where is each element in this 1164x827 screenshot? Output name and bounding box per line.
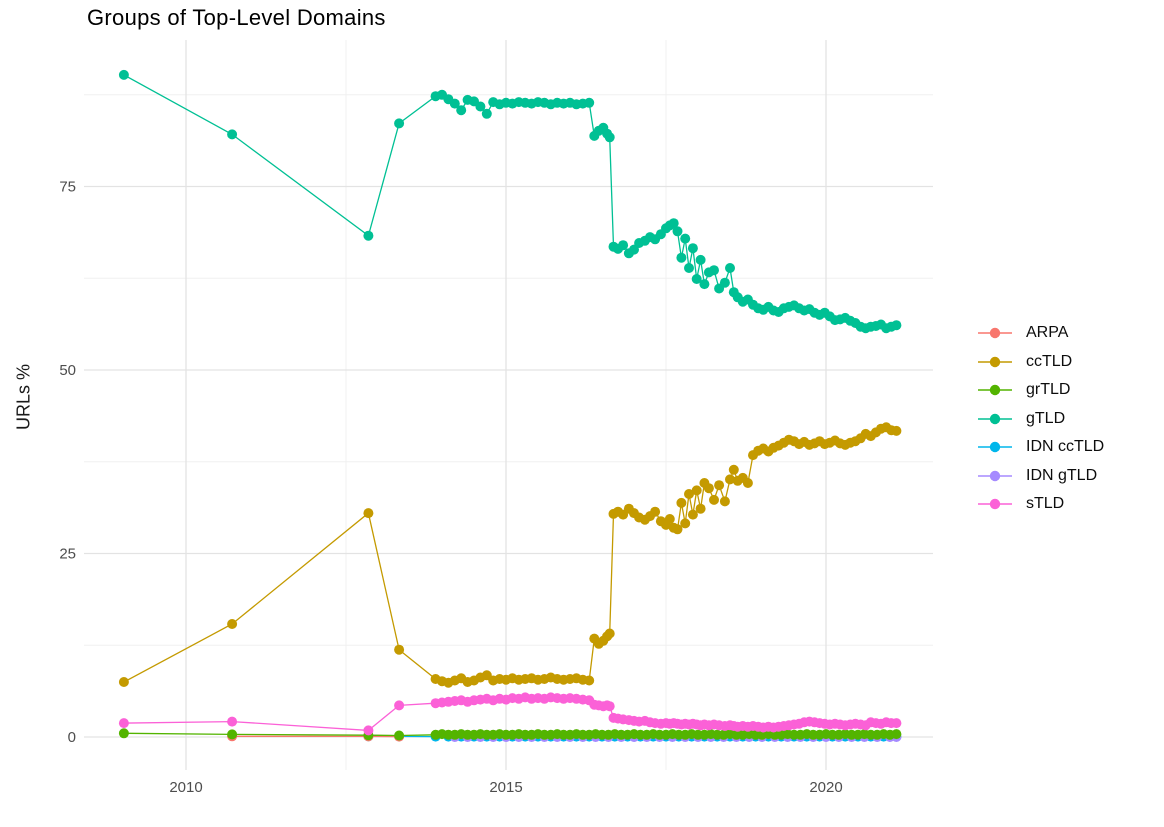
x-tick-label: 2020	[809, 779, 842, 796]
data-point-cctld	[227, 619, 238, 629]
data-point-stld	[227, 716, 238, 727]
data-point-gtld	[687, 243, 698, 254]
legend-item-idn-gtld: IDN gTLD	[977, 462, 1104, 491]
data-point-gtld	[719, 277, 730, 288]
y-tick-label: 0	[68, 729, 76, 746]
legend-item-arpa: ARPA	[977, 319, 1104, 348]
data-point-gtld	[118, 69, 129, 80]
data-point-cctld	[118, 677, 129, 687]
data-point-gtld	[891, 320, 902, 331]
data-point-cctld	[672, 524, 683, 535]
data-point-gtld	[684, 263, 694, 273]
data-point-gtld	[691, 274, 702, 284]
legend-item-grtld: grTLD	[977, 376, 1104, 405]
y-tick-label: 25	[59, 546, 76, 563]
data-point-gtld	[604, 132, 615, 143]
data-point-cctld	[684, 489, 694, 499]
legend-key-icon	[978, 356, 1012, 367]
data-point-cctld	[709, 494, 719, 505]
data-point-cctld	[742, 478, 753, 488]
data-point-gtld	[618, 240, 629, 251]
chart-title: Groups of Top-Level Domains	[87, 5, 386, 30]
legend-label: ARPA	[1026, 324, 1069, 342]
data-point-cctld	[363, 508, 374, 519]
data-point-cctld	[695, 503, 706, 514]
data-point-gtld	[695, 254, 706, 265]
legend-item-gtld: gTLD	[977, 405, 1104, 434]
data-point-gtld	[449, 98, 460, 109]
data-point-cctld	[728, 464, 739, 475]
legend-key-icon	[978, 442, 1012, 453]
data-point-gtld	[363, 230, 374, 241]
data-point-stld	[118, 718, 129, 729]
data-point-cctld	[719, 496, 730, 507]
data-point-grtld	[394, 730, 405, 741]
data-point-gtld	[676, 252, 687, 263]
data-point-cctld	[604, 628, 615, 639]
legend-key-icon	[978, 499, 1012, 510]
y-axis-label: URLs %	[13, 363, 34, 431]
x-tick-label: 2015	[489, 779, 522, 796]
legend-key-icon	[978, 328, 1012, 339]
legend: ARPA ccTLD grTLD gTLD IDN ccTLD IDN gTLD sTLD	[977, 319, 1104, 519]
legend-label: ccTLD	[1026, 352, 1073, 370]
data-point-cctld	[891, 425, 902, 436]
legend-label: IDN ccTLD	[1026, 438, 1105, 456]
legend-label: sTLD	[1026, 495, 1065, 513]
data-point-gtld	[227, 129, 238, 140]
data-point-grtld	[118, 728, 129, 739]
data-point-gtld	[709, 265, 719, 276]
y-tick-label: 50	[59, 362, 76, 379]
data-point-cctld	[680, 518, 691, 529]
data-point-gtld	[481, 108, 492, 119]
y-tick-label: 75	[59, 179, 76, 196]
data-point-cctld	[714, 480, 725, 491]
legend-key-icon	[978, 470, 1012, 481]
data-point-stld	[394, 700, 405, 711]
legend-key-icon	[978, 385, 1012, 396]
x-tick-label: 2010	[169, 779, 202, 796]
data-point-gtld	[725, 263, 735, 273]
data-point-cctld	[703, 483, 714, 494]
legend-item-cctld: ccTLD	[977, 348, 1104, 377]
legend-label: grTLD	[1026, 381, 1071, 399]
data-point-cctld	[676, 497, 687, 508]
data-point-gtld	[394, 118, 405, 129]
data-point-gtld	[456, 105, 467, 116]
data-point-gtld	[699, 279, 710, 290]
data-point-grtld	[891, 729, 902, 740]
data-point-cctld	[584, 675, 595, 686]
legend-item-idn-cctld: IDN ccTLD	[977, 433, 1104, 462]
data-point-cctld	[650, 506, 661, 517]
data-point-gtld	[672, 226, 683, 237]
series-line-cctld	[123, 426, 897, 684]
data-point-cctld	[687, 509, 698, 520]
legend-label: IDN gTLD	[1026, 466, 1098, 484]
data-point-stld	[363, 725, 374, 736]
data-point-gtld	[680, 233, 691, 244]
data-point-gtld	[668, 218, 679, 229]
series-line-gtld	[123, 74, 897, 329]
data-point-grtld	[227, 729, 238, 740]
legend-item-stld: sTLD	[977, 490, 1104, 519]
data-point-gtld	[584, 97, 595, 108]
data-point-gtld	[475, 101, 486, 112]
legend-label: gTLD	[1026, 409, 1066, 427]
data-point-cctld	[691, 485, 702, 496]
data-point-cctld	[725, 474, 735, 485]
data-point-cctld	[394, 644, 405, 655]
data-point-stld	[604, 701, 615, 712]
data-point-stld	[891, 718, 902, 729]
data-point-cctld	[664, 514, 675, 524]
legend-key-icon	[978, 413, 1012, 424]
